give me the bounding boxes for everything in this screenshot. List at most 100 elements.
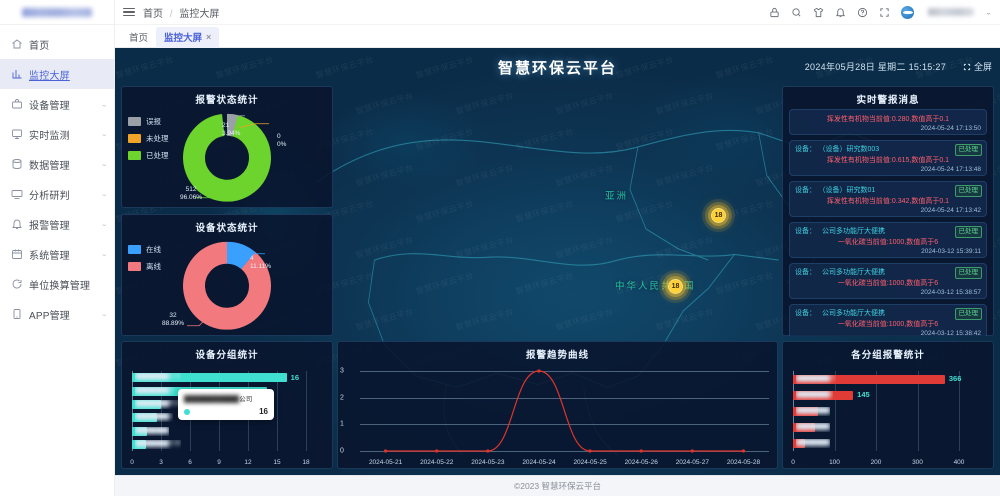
panel-title: 设备状态统计 xyxy=(195,223,259,234)
legend-item[interactable]: 误报 xyxy=(128,116,169,127)
x-axis-tick: 0 xyxy=(791,459,795,466)
main-column: 首页 / 监控大屏 xyxy=(115,0,1000,496)
sidebar: 首页监控大屏设备管理 ⌄ 实时监测 ⌄ 数据管理 ⌄ 分析研判 ⌄ 报警管理 ⌄ 系统管理 ⌄ 单位换算… xyxy=(0,0,115,496)
sidebar-item-6[interactable]: 分析研判 ⌄ xyxy=(0,179,114,209)
chevron-down-icon[interactable]: ⌄ xyxy=(100,100,108,108)
status-badge: 已处理 xyxy=(954,226,982,238)
bar-row[interactable]: ████████2 xyxy=(793,390,854,400)
x-axis-tick: 2024-05-23 xyxy=(471,459,505,466)
bar-row[interactable]: ████████次 xyxy=(793,374,945,384)
avatar[interactable] xyxy=(901,5,915,19)
x-axis-tick: 400 xyxy=(953,459,965,466)
gridline xyxy=(360,451,769,452)
chevron-down-icon[interactable]: ⌄ xyxy=(100,130,108,138)
x-axis-tick: 2024-05-22 xyxy=(420,459,454,466)
bar-row[interactable]: ████████公司 xyxy=(132,373,287,383)
app-logo[interactable] xyxy=(0,0,114,25)
alarm-item[interactable]: 挥发性有机物当前值:0.280,数值高于0.1 2024-05-24 17:13:… xyxy=(789,109,987,135)
legend-item[interactable]: 未处理 xyxy=(128,133,169,144)
tooltip-value: 16 xyxy=(259,407,268,416)
alarm-item[interactable]: 设备： （设备）研究数003 挥发性有机物当前值:0.615,数值高于0.1 2024… xyxy=(789,140,987,176)
alarm-list[interactable]: 挥发性有机物当前值:0.280,数值高于0.1 2024-05-24 17:13:… xyxy=(783,108,993,336)
sidebar-item-7[interactable]: 报警管理 ⌄ xyxy=(0,209,114,239)
sidebar-item-5[interactable]: 数据管理 ⌄ xyxy=(0,149,114,179)
alarm-device-key: 设备： xyxy=(795,228,816,235)
donut-chart xyxy=(183,241,271,330)
alarm-device-key: 设备： xyxy=(795,310,816,317)
chevron-down-icon[interactable]: ⌄ xyxy=(100,190,108,198)
alarm-item[interactable]: 设备： 公司多功能厅大便携 一氧化碳当前值:1000,数值高于6 2024-03-12… xyxy=(789,222,987,258)
close-icon[interactable]: × xyxy=(206,32,212,42)
legend-label: 在线 xyxy=(146,245,161,254)
bar-row[interactable]: ████████ xyxy=(793,406,830,416)
map-marker[interactable]: 18 xyxy=(668,279,683,294)
legend-label: 误报 xyxy=(146,117,161,126)
legend-swatch xyxy=(128,245,141,254)
sidebar-item-10[interactable]: APP管理 ⌄ xyxy=(0,299,114,329)
sidebar-item-9[interactable]: 单位换算管理 xyxy=(0,269,114,299)
bar-row[interactable]: ████████街道 xyxy=(132,399,181,409)
breadcrumb-separator: / xyxy=(169,8,173,20)
legend-item[interactable]: 已处理 xyxy=(128,150,169,161)
gridline xyxy=(306,371,307,451)
breadcrumb-root[interactable]: 首页 xyxy=(143,8,163,20)
fullscreen-icon[interactable] xyxy=(879,7,890,18)
alarm-message: 一氧化碳当前值:1000,数值高于6 xyxy=(837,239,939,246)
tab-1[interactable]: 首页 xyxy=(121,27,156,48)
mobile-icon xyxy=(10,308,23,321)
sidebar-item-8[interactable]: 系统管理 ⌄ xyxy=(0,239,114,269)
search-icon[interactable] xyxy=(791,7,802,18)
device-status-panel: 设备状态统计 在线 离线 4 11.11% 32 88.89% xyxy=(121,214,333,336)
pie-label-online: 4 11.11% xyxy=(250,255,272,271)
alarm-device-name: 公司多功能厅大便携 xyxy=(822,228,885,235)
alarm-time: 2024-05-24 17:13:42 xyxy=(920,207,981,214)
chevron-down-icon[interactable]: ⌄ xyxy=(100,220,108,228)
x-axis-tick: 2024-05-24 xyxy=(522,459,556,466)
x-axis-tick: 2024-05-21 xyxy=(368,459,403,466)
sidebar-item-label: 监控大屏 xyxy=(29,70,70,82)
bar-category-label: ████████次 xyxy=(135,387,176,394)
legend-item[interactable]: 离线 xyxy=(128,261,161,272)
sidebar-item-4[interactable]: 实时监测 ⌄ xyxy=(0,119,114,149)
bell-icon[interactable] xyxy=(835,7,846,18)
theme-shirt-icon[interactable] xyxy=(813,7,824,18)
pie-label-handled: 512 96.06% xyxy=(180,186,203,202)
gridline xyxy=(917,371,919,451)
chevron-down-icon[interactable]: ⌄ xyxy=(100,310,108,318)
lock-icon[interactable] xyxy=(769,7,780,18)
bar-row[interactable]: ████████ xyxy=(793,438,830,448)
bar-row[interactable]: ████████ xyxy=(132,426,169,436)
sidebar-item-2[interactable]: 监控大屏 xyxy=(0,59,114,89)
menu-collapse-icon[interactable] xyxy=(123,7,135,17)
alarm-item[interactable]: 设备： 公司多功能厅大便携 一氧化碳当前值:1000,数值高于6 2024-03-12… xyxy=(789,263,987,299)
alarm-device-name: 公司多功能厅大便携 xyxy=(822,269,885,276)
alarm-item[interactable]: 设备： 公司多功能厅大便携 一氧化碳当前值:1000,数值高于6 2024-03-12… xyxy=(789,304,987,336)
map-label-asia: 亚洲 xyxy=(605,191,629,202)
chevron-down-icon[interactable]: ⌄ xyxy=(100,160,108,168)
question-circle-icon[interactable] xyxy=(857,7,868,18)
bar-category-label: ████████公司 xyxy=(135,374,182,381)
bar-row[interactable]: ████████分部 xyxy=(132,439,181,449)
tooltip-row: 16 xyxy=(184,407,268,416)
datetime-display: 2024年05月28日 星期二 15:15:27 xyxy=(804,62,946,72)
alarm-device: 设备： （设备）研究数003 xyxy=(795,144,981,154)
sidebar-item-1[interactable]: 首页 xyxy=(0,29,114,59)
alarm-status-chart: 误报 未处理 已处理 21 3.94% 0 0% xyxy=(122,108,332,204)
chevron-down-icon[interactable]: ⌄ xyxy=(100,250,108,258)
bar-row[interactable]: ████████ xyxy=(793,422,830,432)
bar-category-label: ████████A xyxy=(135,414,174,421)
x-axis-tick: 6 xyxy=(188,459,192,466)
tab-2[interactable]: 监控大屏 × xyxy=(156,27,220,48)
panel-title: 报警状态统计 xyxy=(195,95,259,106)
fullscreen-button[interactable]: 全屏 xyxy=(963,60,992,73)
fullscreen-icon xyxy=(963,63,971,70)
chevron-down-icon[interactable]: ⌄ xyxy=(985,8,992,16)
sidebar-item-3[interactable]: 设备管理 ⌄ xyxy=(0,89,114,119)
bar-row[interactable]: ████████A xyxy=(132,413,173,423)
x-axis-tick: 18 xyxy=(302,459,310,466)
gridline xyxy=(959,371,960,451)
dashboard: 智慧环保云平台智慧环保云平台智慧环保云平台智慧环保云平台智慧环保云平台智慧环保云… xyxy=(115,48,1000,475)
alarm-item[interactable]: 设备： （设备）研究数01 挥发性有机物当前值:0.342,数值高于0.1 2024-… xyxy=(789,181,987,217)
legend-item[interactable]: 在线 xyxy=(128,244,161,255)
map-marker[interactable]: 18 xyxy=(711,208,726,223)
